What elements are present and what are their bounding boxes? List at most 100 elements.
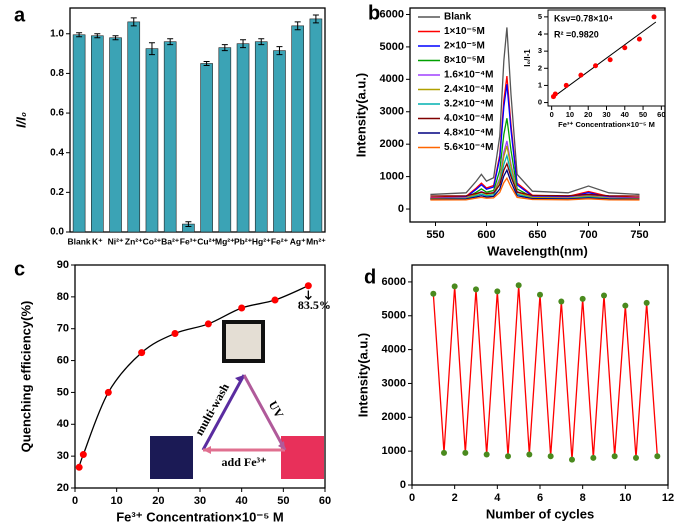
x-axis-label: Fe³⁺ Concentration×10⁻⁵ M xyxy=(116,509,284,524)
x-tick-label: Blank xyxy=(68,236,91,246)
error-bar xyxy=(76,32,83,38)
point xyxy=(79,451,87,459)
x-tick-label: 700 xyxy=(579,229,597,241)
x-tick-label: Ag⁺ xyxy=(290,236,306,246)
y-tick-label: 2 xyxy=(538,63,542,72)
error-bar xyxy=(240,39,247,49)
point xyxy=(271,296,279,304)
y-tick-label: 3000 xyxy=(380,106,404,118)
point xyxy=(593,63,599,69)
legend-label: 4.8×10⁻⁴M xyxy=(444,128,493,139)
x-tick-label: 10 xyxy=(619,492,631,504)
point xyxy=(238,304,246,312)
bar xyxy=(145,48,159,233)
y-tick-label: 1 xyxy=(538,80,542,89)
y-axis-label: I₀/I-1 xyxy=(523,49,532,67)
marker xyxy=(494,288,501,295)
x-tick-label: 10 xyxy=(566,110,574,119)
marker xyxy=(601,292,607,299)
x-tick-label: 8 xyxy=(580,492,586,504)
y-axis-label: Quenching efficiency(%) xyxy=(18,301,33,453)
x-tick-label: 30 xyxy=(602,110,610,119)
marker xyxy=(537,291,543,298)
y-tick-label: 90 xyxy=(57,259,69,271)
error-bar xyxy=(258,38,265,46)
annotation: 83.5% xyxy=(298,298,331,312)
fit-line xyxy=(551,21,657,99)
bar xyxy=(254,41,268,233)
point xyxy=(607,57,613,63)
arrow-head xyxy=(235,375,244,383)
y-tick-label: 0 xyxy=(400,479,406,491)
marker xyxy=(441,449,447,456)
y-tick-label: 4000 xyxy=(380,73,404,85)
legend-label: Blank xyxy=(444,12,472,23)
y-axis-label: Intensity(a.u.) xyxy=(355,333,370,418)
bar xyxy=(236,43,250,233)
plot-frame xyxy=(69,7,326,233)
x-tick-label: 6 xyxy=(537,492,543,504)
x-tick-label: 10 xyxy=(111,495,123,507)
marker xyxy=(462,449,469,456)
x-tick-label: 20 xyxy=(152,495,164,507)
x-tick-label: 0 xyxy=(550,110,554,119)
point xyxy=(636,36,642,42)
error-bar xyxy=(148,42,155,56)
point xyxy=(204,320,212,328)
y-tick-label: 2000 xyxy=(382,411,406,423)
y-tick-label: 6000 xyxy=(380,8,404,20)
bar xyxy=(109,37,122,233)
bar xyxy=(200,63,213,233)
x-tick-label: 40 xyxy=(236,495,248,507)
triangle-edge xyxy=(242,374,287,451)
series-line xyxy=(430,27,640,196)
x-tick-label: 550 xyxy=(426,229,444,241)
point xyxy=(75,463,83,471)
y-tick-label: 20 xyxy=(57,482,69,494)
error-bar xyxy=(203,61,210,66)
point xyxy=(651,14,657,20)
sample-image xyxy=(150,436,193,479)
bar xyxy=(163,41,177,233)
y-tick-label: 0.2 xyxy=(50,187,64,198)
y-tick-label: 70 xyxy=(57,323,69,335)
y-tick-label: 5 xyxy=(538,12,542,21)
x-tick-label: Co²⁺ xyxy=(143,236,162,246)
series-line xyxy=(432,285,658,460)
bar xyxy=(273,50,286,233)
annotation: R² =0.9820 xyxy=(554,29,599,39)
y-tick-label: 2000 xyxy=(380,138,404,150)
marker xyxy=(483,451,490,458)
x-tick-label: 750 xyxy=(630,229,648,241)
error-bar xyxy=(94,33,101,39)
error-bar xyxy=(312,14,319,24)
x-axis-label: Number of cycles xyxy=(486,506,594,521)
x-tick-label: K⁺ xyxy=(92,236,103,246)
legend-label: 1×10⁻⁵M xyxy=(444,26,485,37)
marker xyxy=(654,453,661,460)
arrow xyxy=(304,290,312,300)
y-tick-label: 4000 xyxy=(382,344,406,356)
y-tick-label: 3 xyxy=(538,46,542,55)
legend-label: 2.4×10⁻⁴M xyxy=(444,84,493,95)
x-tick-label: 60 xyxy=(657,110,665,119)
error-bar xyxy=(276,46,283,56)
marker xyxy=(633,454,639,461)
y-tick-label: 5000 xyxy=(380,41,404,53)
y-tick-label: 50 xyxy=(57,386,69,398)
series-line xyxy=(430,161,640,197)
error-bar xyxy=(294,21,301,31)
arrow-head xyxy=(203,446,211,454)
bar xyxy=(218,47,232,233)
marker xyxy=(590,454,597,461)
x-tick-label: Fe²⁺ xyxy=(271,236,289,246)
error-bar xyxy=(167,38,174,46)
bar xyxy=(291,25,304,233)
legend-label: 5.6×10⁻⁴M xyxy=(444,142,493,153)
y-tick-label: 0.4 xyxy=(50,147,64,158)
y-tick-label: 3000 xyxy=(382,377,406,389)
legend-label: 3.2×10⁻⁴M xyxy=(444,99,493,110)
y-tick-label: 1000 xyxy=(380,171,404,183)
y-axis-label: I/I₀ xyxy=(13,112,28,128)
x-tick-label: Mn²⁺ xyxy=(306,236,326,246)
